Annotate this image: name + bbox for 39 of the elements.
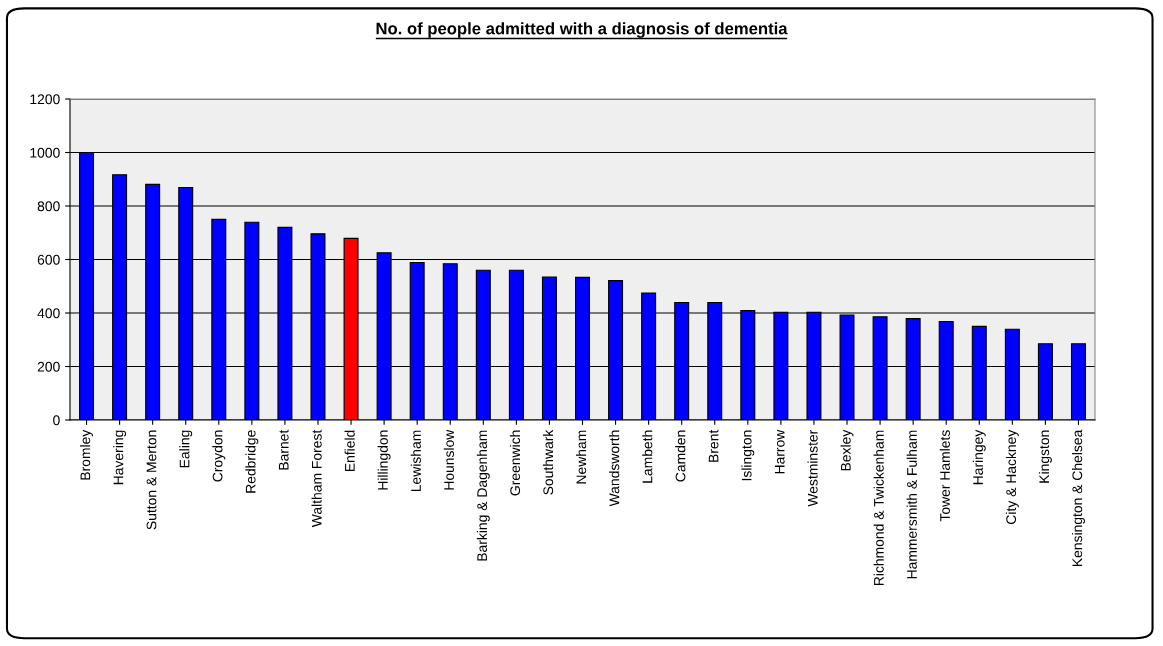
x-tick-label: Greenwich (509, 430, 521, 496)
y-tick-label: 400 (37, 308, 60, 319)
y-tick-label: 0 (53, 415, 60, 426)
x-tick-label: Lewisham (410, 430, 421, 492)
x-tick-label: Hounslow (443, 429, 454, 490)
x-tick-label: Bexley (840, 429, 854, 471)
x-tick-label: Ealing (179, 430, 193, 468)
y-tick-label: 1000 (30, 147, 60, 158)
x-tick-label: Richmond & Twickenham (873, 430, 884, 586)
x-tick-label: Wandsworth (609, 430, 620, 507)
x-tick-label: Hammersmith & Fulham (906, 430, 917, 579)
x-tick-label: Southwark (542, 429, 554, 495)
x-tick-label: Barking & Dagenham (476, 430, 490, 561)
x-tick-label: Enfield (344, 430, 355, 472)
x-tick-label: Kensington & Chelsea (1071, 429, 1085, 567)
x-tick-label: Tower Hamlets (939, 430, 950, 522)
x-tick-label: Hillingdon (377, 430, 391, 490)
x-tick-label: Camden (675, 430, 686, 482)
x-tick-label: Barnet (278, 429, 289, 470)
x-tick-label: Waltham Forest (311, 429, 322, 528)
x-tick-label: Islington (741, 430, 755, 481)
x-tick-label: Harrow (774, 429, 785, 474)
x-tick-label: Sutton & Merton (146, 430, 157, 530)
chart-title: No. of people admitted with a diagnosis of dementia (376, 22, 788, 38)
y-tick-label: 600 (37, 254, 60, 265)
x-tick-label: Brent (708, 429, 719, 462)
x-tick-label: Westminster (807, 429, 818, 507)
x-tick-label: Bromley (80, 429, 94, 480)
x-tick-label: City & Hackney (1005, 429, 1019, 524)
y-tick-label: 800 (37, 201, 60, 212)
y-tick-label: 200 (37, 361, 60, 372)
x-tick-label: Lambeth (642, 430, 653, 483)
x-tick-label: Croydon (212, 430, 226, 482)
x-tick-label: Redbridge (245, 430, 259, 493)
x-tick-label: Kingston (1038, 430, 1052, 483)
x-tick-label: Havering (113, 430, 127, 485)
y-tick-label: 1200 (30, 94, 60, 105)
x-tick-label: Newham (576, 430, 587, 484)
x-tick-label: Haringey (972, 429, 986, 485)
